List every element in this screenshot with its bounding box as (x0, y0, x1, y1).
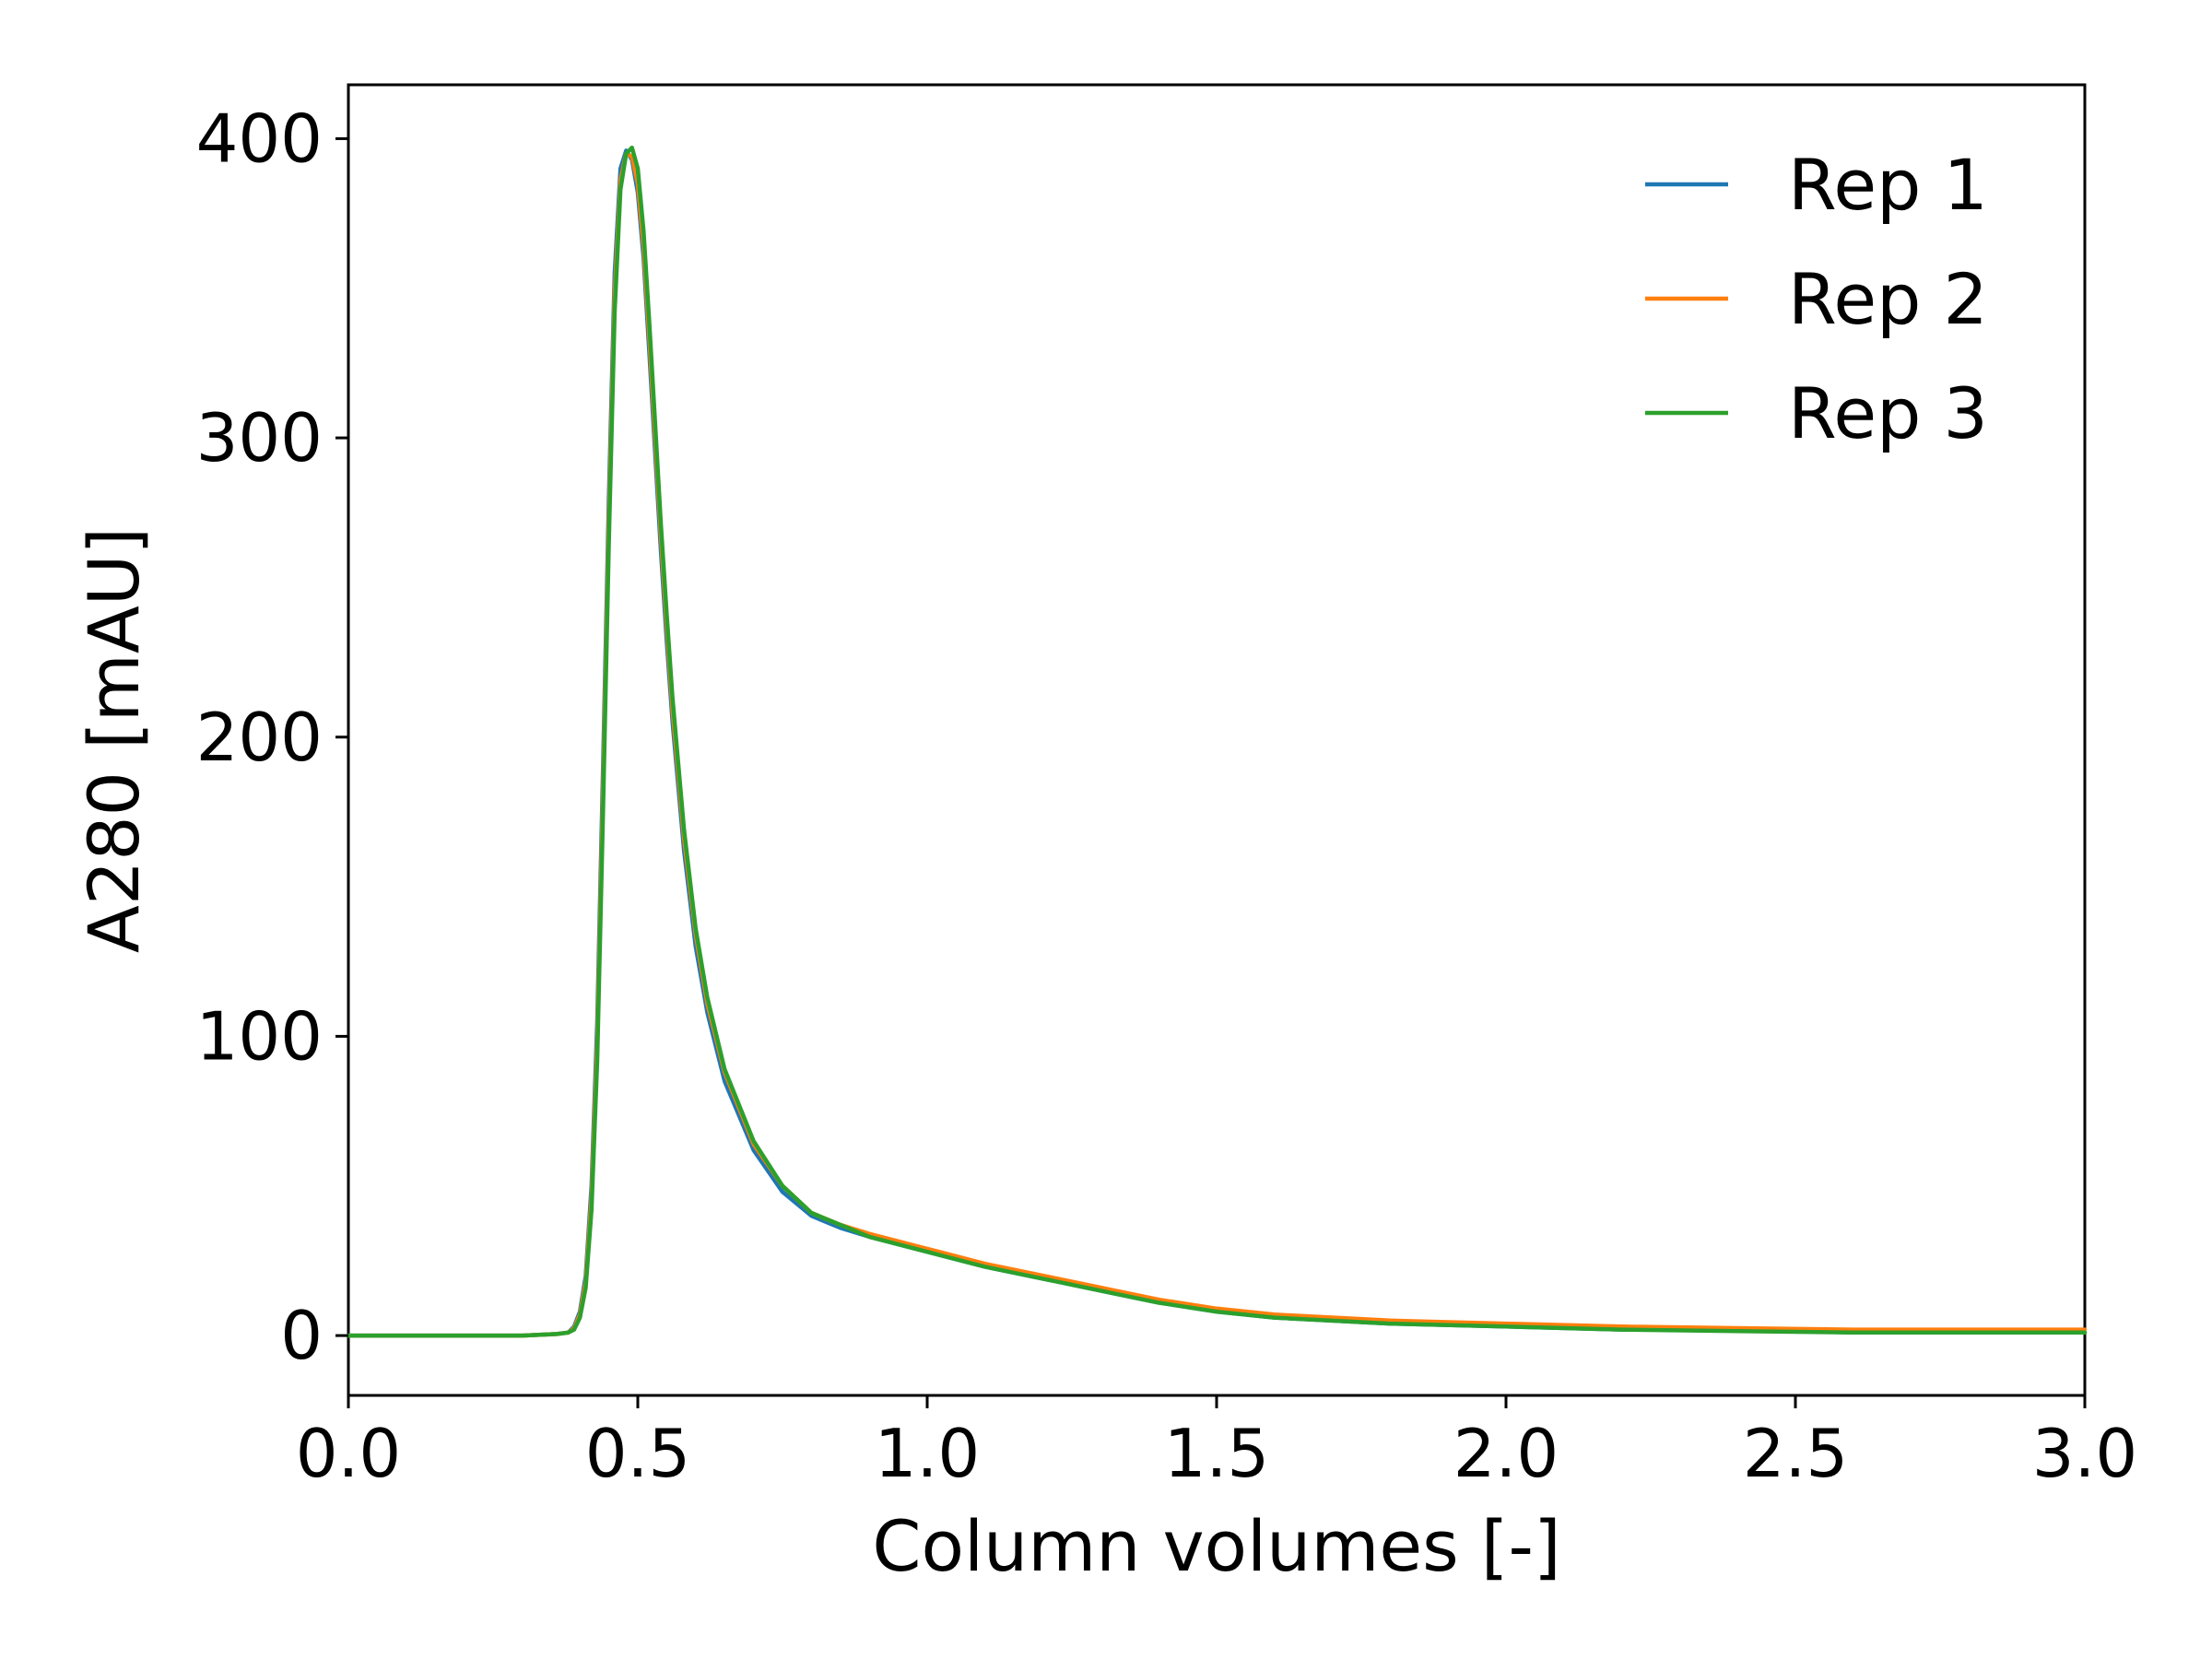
x-axis-ticks: 0.0 0.5 1.0 1.5 2.0 2.5 3.0 (296, 1395, 2138, 1492)
x-tick-label: 1.0 (875, 1415, 981, 1492)
y-tick-label: 100 (196, 997, 323, 1075)
legend-label-1: Rep 1 (1788, 144, 1988, 226)
legend: Rep 1 Rep 2 Rep 3 (1645, 144, 1988, 454)
x-tick-label: 3.0 (2032, 1415, 2138, 1492)
x-tick-label: 0.0 (296, 1415, 402, 1492)
x-tick-label: 1.5 (1164, 1415, 1270, 1492)
x-axis-label: Column volumes [-] (872, 1505, 1560, 1587)
y-axis-label: A280 [mAU] (73, 527, 155, 953)
y-tick-label: 0 (280, 1297, 323, 1374)
legend-label-2: Rep 2 (1788, 258, 1988, 340)
y-tick-label: 300 (196, 399, 323, 477)
y-tick-label: 400 (196, 100, 323, 177)
series-layer (346, 145, 2088, 1338)
y-tick-label: 200 (196, 699, 323, 776)
x-tick-label: 0.5 (585, 1415, 691, 1492)
x-tick-label: 2.0 (1453, 1415, 1559, 1492)
series-line-3 (346, 145, 2088, 1338)
legend-label-3: Rep 3 (1788, 372, 1988, 454)
x-tick-label: 2.5 (1743, 1415, 1849, 1492)
y-axis-ticks: 0 100 200 300 400 (196, 100, 348, 1374)
